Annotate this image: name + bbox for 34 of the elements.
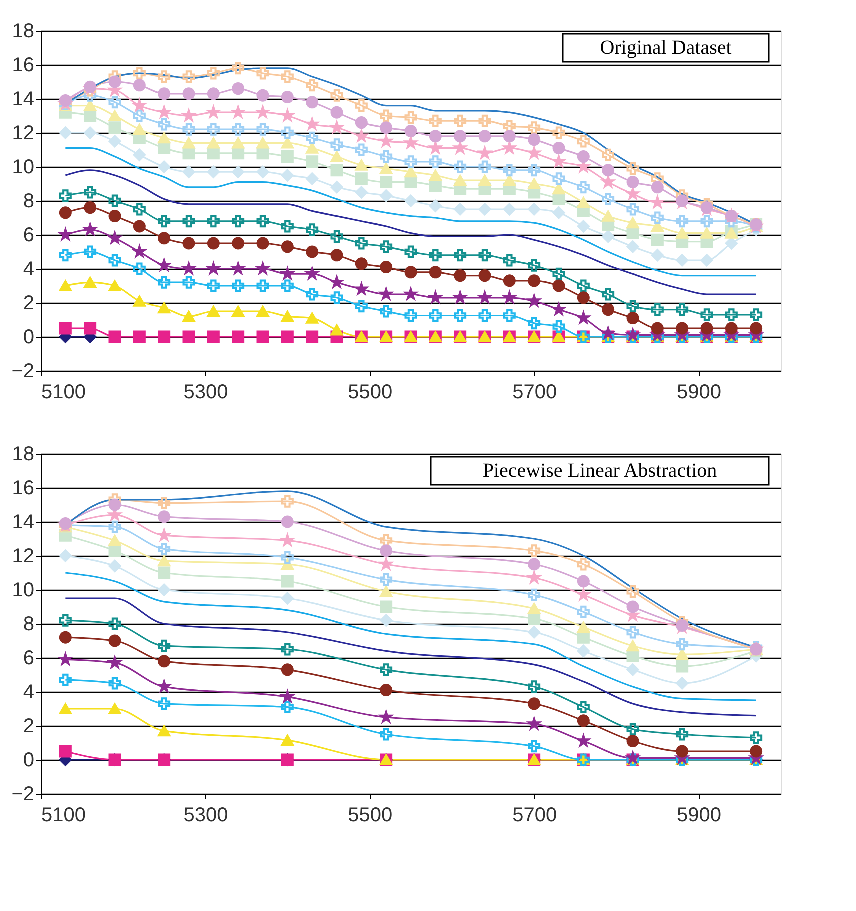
y-tick-label: −2 xyxy=(12,360,34,382)
chart-title: Original Dataset xyxy=(600,37,732,59)
y-tick-label: 8 xyxy=(23,614,34,636)
y-tick-label: 14 xyxy=(12,512,34,534)
y-tick-label: 18 xyxy=(12,444,34,466)
x-tick-label: 5900 xyxy=(677,382,722,404)
y-tick-label: 2 xyxy=(23,292,34,314)
x-tick-label: 5900 xyxy=(677,804,722,826)
y-tick-label: 6 xyxy=(23,224,34,246)
x-tick-label: 5300 xyxy=(184,382,228,404)
x-tick-label: 5100 xyxy=(42,382,86,404)
y-tick-label: 16 xyxy=(12,54,34,76)
y-tick-label: 10 xyxy=(12,156,34,178)
y-tick-label: −2 xyxy=(12,784,34,806)
chart-title: Piecewise Linear Abstraction xyxy=(482,460,718,482)
y-tick-label: 4 xyxy=(23,258,34,280)
y-tick-label: 14 xyxy=(12,88,34,110)
x-tick-label: 5700 xyxy=(512,804,558,826)
y-tick-label: 12 xyxy=(12,122,34,144)
x-tick-label: 5500 xyxy=(348,804,393,826)
y-tick-label: 0 xyxy=(23,750,34,772)
y-tick-label: 0 xyxy=(23,326,34,348)
y-tick-label: 2 xyxy=(23,716,34,738)
y-tick-label: 6 xyxy=(23,648,34,670)
x-tick-label: 5100 xyxy=(42,804,86,826)
x-tick-label: 5300 xyxy=(184,804,228,826)
x-tick-label: 5500 xyxy=(348,382,393,404)
y-tick-label: 8 xyxy=(23,190,34,212)
y-tick-label: 12 xyxy=(12,546,34,568)
x-tick-label: 5700 xyxy=(512,382,558,404)
y-tick-label: 18 xyxy=(12,20,34,42)
y-tick-label: 4 xyxy=(23,682,34,704)
y-tick-label: 10 xyxy=(12,580,34,602)
y-tick-label: 16 xyxy=(12,478,34,500)
